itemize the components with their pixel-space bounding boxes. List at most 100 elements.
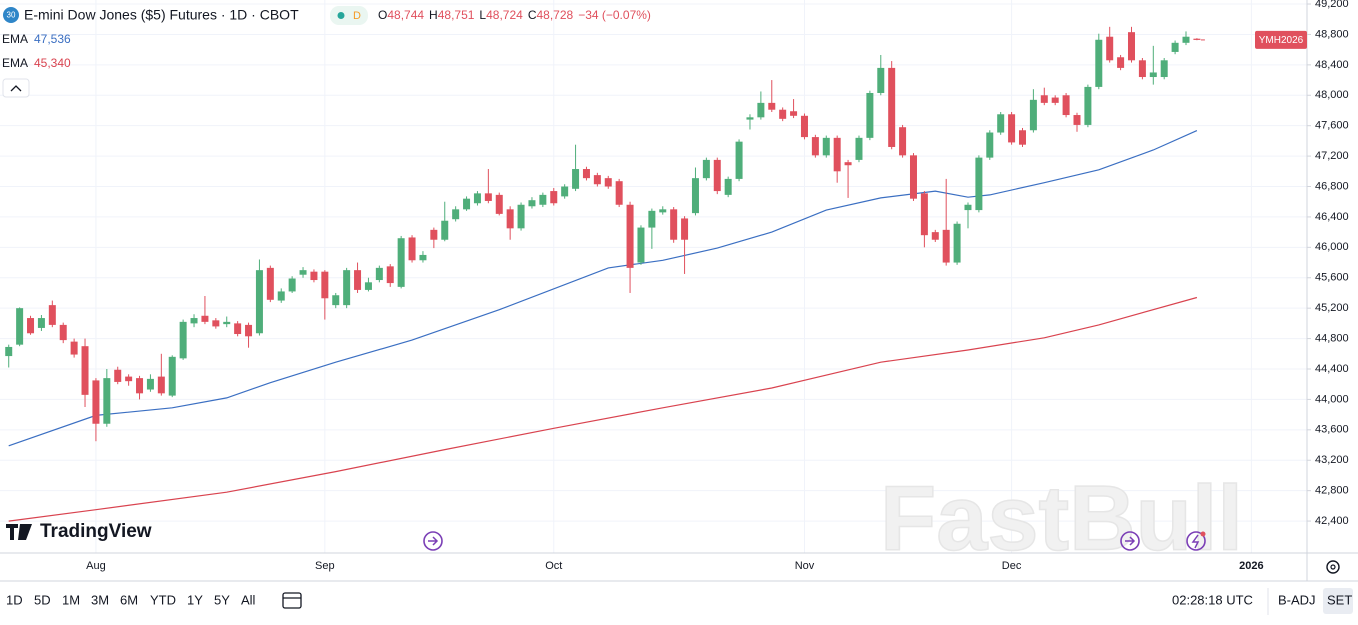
candle-body <box>648 210 656 228</box>
candle-body <box>702 159 710 179</box>
candle-body <box>146 378 154 390</box>
y-tick-label: 43,600 <box>1315 424 1349 436</box>
candle-body <box>637 227 645 263</box>
event-dot <box>1200 531 1206 537</box>
candle-body <box>800 115 808 138</box>
status-pill <box>330 6 368 25</box>
candle-body <box>746 117 754 120</box>
candle-body <box>234 323 242 335</box>
candle-body <box>1073 115 1081 125</box>
candle-body <box>877 67 885 93</box>
candle-body <box>473 193 481 204</box>
y-tick-label: 45,600 <box>1315 272 1349 284</box>
range-button[interactable]: 3M <box>91 592 109 607</box>
candle-body <box>1160 60 1168 78</box>
symbol-title[interactable]: E-mini Dow Jones ($5) Futures · 1D · CBO… <box>24 7 299 23</box>
watermark: FastBull <box>880 467 1243 569</box>
date-range-icon[interactable] <box>282 592 302 609</box>
x-tick-label: Nov <box>795 560 815 572</box>
settings-icon[interactable] <box>1326 560 1340 574</box>
candle-body <box>1149 72 1157 78</box>
ema-legend-name: EMA <box>2 56 28 70</box>
range-button[interactable]: 5Y <box>214 592 230 607</box>
range-button[interactable]: 1D <box>6 592 23 607</box>
last-price-label: YMH2026 <box>1259 35 1304 46</box>
y-tick-label: 48,800 <box>1315 28 1349 40</box>
clock[interactable]: 02:28:18 UTC <box>1172 592 1253 607</box>
event-bolt <box>1191 534 1200 549</box>
candle-body <box>201 315 209 322</box>
candle-body <box>975 157 983 211</box>
candle-body <box>528 200 536 207</box>
candle-body <box>1127 32 1135 61</box>
candle-body <box>1051 97 1059 103</box>
range-button[interactable]: 6M <box>120 592 138 607</box>
candle-body <box>1106 36 1114 61</box>
candle-body <box>343 270 351 306</box>
candle-body <box>157 376 165 394</box>
candle-body <box>931 232 939 240</box>
ohlc-value: 48,728 <box>536 8 573 22</box>
y-tick-label: 49,200 <box>1315 0 1349 10</box>
ohlc-letter: C <box>528 8 537 22</box>
candle-body <box>310 271 318 281</box>
session-button-bg <box>1323 588 1353 614</box>
candle-body <box>582 169 590 179</box>
candle-body <box>332 295 340 306</box>
candle-body <box>768 102 776 110</box>
y-tick-label: 43,200 <box>1315 454 1349 466</box>
candle-body <box>550 191 558 204</box>
candle-body <box>572 169 580 189</box>
candle-body <box>997 114 1005 133</box>
ema-legend-value: 45,340 <box>34 56 71 70</box>
event-icon[interactable] <box>1120 531 1140 551</box>
ohlc-value: 48,751 <box>438 8 475 22</box>
candle-body <box>354 270 362 290</box>
candle-body <box>1171 42 1179 52</box>
candle-body <box>615 181 623 205</box>
status-dot <box>337 12 345 19</box>
ema-legend-value: 47,536 <box>34 32 71 46</box>
candle-body <box>81 346 89 395</box>
ohlc-value: 48,724 <box>486 8 523 22</box>
candle-body <box>266 267 274 300</box>
candle-body <box>833 137 841 172</box>
y-tick-label: 42,800 <box>1315 485 1349 497</box>
range-button[interactable]: 1M <box>62 592 80 607</box>
candle-body <box>114 369 122 382</box>
candle-body <box>125 376 133 382</box>
range-button[interactable]: All <box>241 592 256 607</box>
settings-gear[interactable] <box>1326 560 1340 574</box>
candle-body <box>1193 38 1201 40</box>
collapse-icon <box>10 85 22 92</box>
range-button[interactable]: YTD <box>150 592 176 607</box>
candle-body <box>452 209 460 220</box>
adjust-button[interactable]: B-ADJ <box>1278 592 1316 607</box>
ema-legend-name: EMA <box>2 32 28 46</box>
candle-body <box>681 218 689 240</box>
candle-body <box>37 318 45 328</box>
logo-mark <box>6 524 32 540</box>
ohlc-value: 48,744 <box>387 8 424 22</box>
ohlc-change: −34 (−0.07%) <box>578 8 651 22</box>
ohlc-letter: O <box>378 8 387 22</box>
event-icons <box>423 531 1206 551</box>
y-tick-label: 44,400 <box>1315 363 1349 375</box>
event-icon[interactable] <box>1186 531 1206 551</box>
range-button[interactable]: 1Y <box>187 592 203 607</box>
event-icon[interactable] <box>423 531 443 551</box>
range-button[interactable]: 5D <box>34 592 51 607</box>
x-tick-label: 2026 <box>1239 560 1263 572</box>
session-button[interactable]: SET <box>1327 592 1352 607</box>
y-tick-label: 42,400 <box>1315 515 1349 527</box>
candle-body <box>190 318 198 324</box>
candle-body <box>364 282 372 290</box>
settings-center <box>1330 564 1336 570</box>
collapse-button[interactable] <box>2 78 30 98</box>
candle-body <box>1029 99 1037 131</box>
candle-body <box>855 137 863 160</box>
symbol-badge: 30 <box>7 11 16 20</box>
candle-body <box>899 127 907 156</box>
candle-body <box>408 237 416 261</box>
